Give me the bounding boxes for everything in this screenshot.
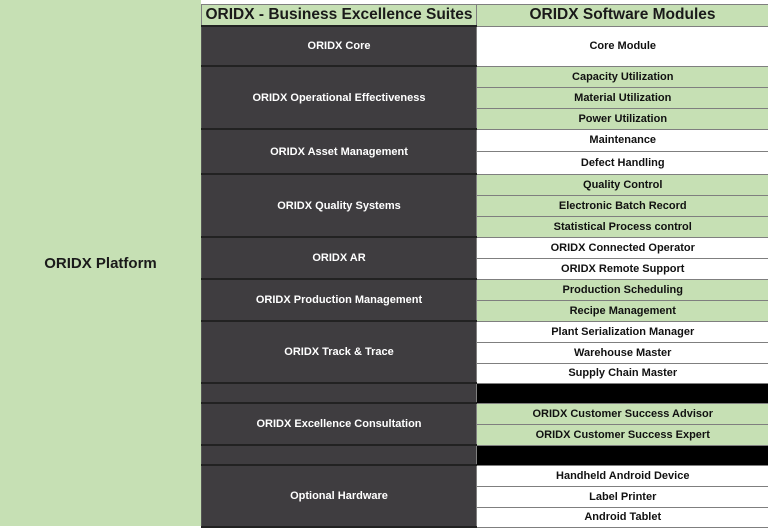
table-row: ORIDX Operational Effectiveness Capacity …: [201, 65, 768, 130]
module-cell: Quality Control: [476, 173, 768, 196]
header-row: ORIDX - Business Excellence Suites ORIDX…: [201, 4, 768, 27]
module-cell: Android Tablet: [476, 506, 768, 528]
suite-cell: Optional Hardware: [201, 464, 477, 528]
module-cell: Statistical Process control: [476, 215, 768, 238]
suite-cell: ORIDX Production Management: [201, 278, 477, 322]
table-row: ORIDX Excellence Consultation ORIDX Custo…: [201, 402, 768, 446]
module-cell: Plant Serialization Manager: [476, 320, 768, 343]
module-cell: [476, 444, 768, 466]
table-row: ORIDX AR ORIDX Connected Operator: [201, 236, 768, 280]
module-cell: Electronic Batch Record: [476, 194, 768, 217]
suite-cell: [201, 444, 477, 466]
table-row: ORIDX Asset Management Maintenance: [201, 128, 768, 175]
table-row: ORIDX Track & Trace Plant Serialization M…: [201, 320, 768, 384]
table-row: Power Utilization: [202, 107, 768, 130]
table-row: ORIDX Core Core Module: [201, 25, 768, 67]
suite-cell: ORIDX Excellence Consultation: [201, 402, 477, 446]
table-row: Statistical Process control: [202, 215, 768, 238]
table-row: Android Tablet: [202, 506, 768, 528]
module-cell: Warehouse Master: [476, 341, 768, 364]
suite-cell: ORIDX AR: [201, 236, 477, 280]
module-cell: Handheld Android Device: [476, 464, 768, 487]
table-row: Material Utilization: [202, 86, 768, 109]
suite-cell: ORIDX Asset Management: [201, 128, 477, 175]
module-cell: Defect Handling: [476, 150, 768, 175]
table-row: [201, 444, 768, 466]
module-cell: Production Scheduling: [476, 278, 768, 301]
module-cell: Capacity Utilization: [476, 65, 768, 88]
table-row: Recipe Management: [202, 299, 768, 322]
table-row: Supply Chain Master: [202, 362, 768, 384]
module-cell: Power Utilization: [476, 107, 768, 130]
suite-cell: ORIDX Operational Effectiveness: [201, 65, 477, 130]
platform-cell: ORIDX Platform: [0, 0, 201, 526]
module-cell: ORIDX Customer Success Expert: [476, 423, 768, 446]
module-cell: Maintenance: [476, 128, 768, 152]
module-cell: ORIDX Connected Operator: [476, 236, 768, 259]
table-row: Label Printer: [202, 485, 768, 508]
suite-cell: ORIDX Core: [201, 25, 477, 67]
module-cell: Material Utilization: [476, 86, 768, 109]
modules-header: ORIDX Software Modules: [476, 4, 768, 27]
module-cell: Recipe Management: [476, 299, 768, 322]
modules-table: ORIDX - Business Excellence Suites ORIDX…: [201, 4, 768, 528]
module-cell: [476, 382, 768, 404]
suite-cell: [201, 382, 477, 404]
table-row: ORIDX Production Management Production Sc…: [201, 278, 768, 322]
table-row: ORIDX Customer Success Expert: [202, 423, 768, 446]
table-row: Warehouse Master: [202, 341, 768, 364]
suites-header: ORIDX - Business Excellence Suites: [201, 4, 477, 27]
table-row: ORIDX Quality Systems Quality Control: [201, 173, 768, 238]
suite-cell: ORIDX Track & Trace: [201, 320, 477, 384]
module-cell: Core Module: [476, 25, 768, 67]
table-row: Defect Handling: [202, 150, 768, 175]
module-cell: Supply Chain Master: [476, 362, 768, 384]
module-cell: ORIDX Remote Support: [476, 257, 768, 280]
table-row: [201, 382, 768, 404]
suite-cell: ORIDX Quality Systems: [201, 173, 477, 238]
module-cell: ORIDX Customer Success Advisor: [476, 402, 768, 425]
module-cell: Label Printer: [476, 485, 768, 508]
table-row: Optional Hardware Handheld Android Device: [201, 464, 768, 528]
